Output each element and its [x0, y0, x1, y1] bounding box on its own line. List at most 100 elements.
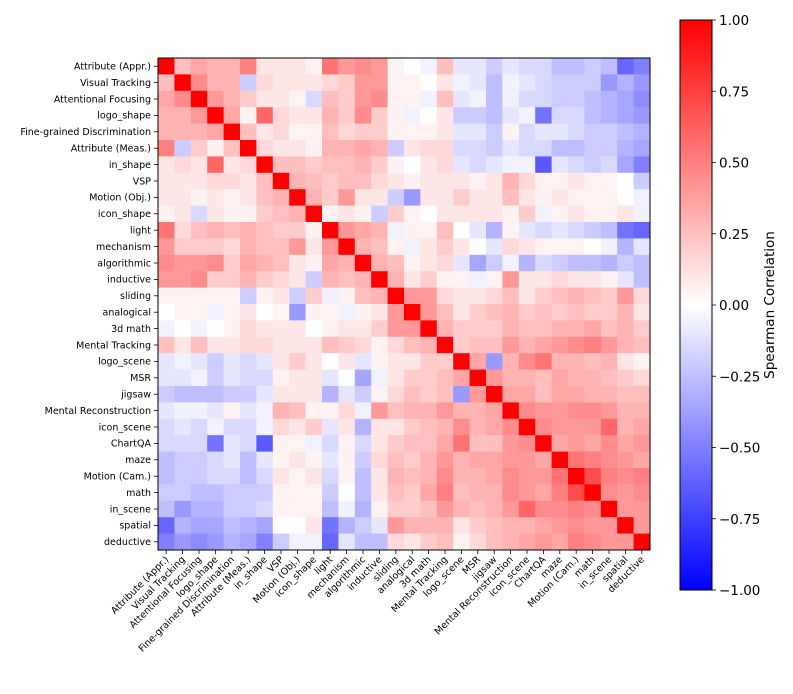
colorbar-tick-label: 0.25	[719, 227, 749, 243]
heatmap-cell	[322, 189, 339, 206]
heatmap-cell	[600, 140, 618, 157]
heatmap-cell	[617, 90, 634, 108]
heatmap-cell	[486, 353, 503, 370]
heatmap-cell	[387, 304, 405, 321]
heatmap-cell	[354, 58, 372, 75]
heatmap-cell	[486, 107, 503, 124]
colorbar-tick-label: 0.75	[719, 84, 749, 100]
heatmap-cell	[404, 468, 421, 485]
heatmap-cell	[502, 140, 520, 157]
heatmap-cell	[453, 304, 470, 321]
heatmap-cell	[240, 402, 257, 420]
heatmap-cell	[584, 74, 602, 92]
heatmap-cell	[354, 238, 372, 256]
heatmap-cell	[420, 271, 438, 288]
heatmap-cell	[420, 517, 438, 534]
heatmap-cell	[633, 254, 651, 272]
heatmap-cell	[305, 254, 323, 272]
heatmap-cell	[190, 90, 208, 108]
heatmap-cell	[436, 254, 454, 272]
heatmap-cell	[354, 140, 372, 157]
heatmap-cell	[174, 271, 192, 288]
heatmap-cell	[600, 172, 618, 190]
heatmap-cell	[190, 123, 208, 141]
heatmap-cell	[633, 468, 651, 485]
heatmap-cell	[190, 402, 208, 420]
heatmap-cell	[420, 254, 438, 272]
heatmap-cell	[502, 189, 520, 206]
heatmap-cell	[633, 320, 651, 338]
heatmap-cell	[617, 304, 634, 321]
heatmap-cell	[568, 304, 585, 321]
heatmap-cell	[207, 90, 224, 108]
heatmap-cell	[305, 123, 323, 141]
heatmap-cell	[551, 189, 569, 206]
heatmap-cells	[158, 58, 651, 551]
heatmap-cell	[240, 140, 257, 157]
heatmap-cell	[289, 123, 306, 141]
heatmap-cell	[305, 140, 323, 157]
heatmap-cell	[584, 402, 602, 420]
heatmap-cell	[535, 156, 552, 174]
heatmap-cell	[404, 107, 421, 124]
heatmap-cell	[584, 500, 602, 518]
heatmap-cell	[518, 107, 536, 124]
heatmap-cell	[371, 418, 388, 436]
heatmap-cell	[387, 533, 405, 551]
heatmap-cell	[535, 533, 552, 551]
heatmap-cell	[420, 205, 438, 223]
heatmap-cell	[568, 287, 585, 305]
heatmap-cell	[469, 353, 487, 370]
heatmap-cell	[469, 304, 487, 321]
heatmap-cell	[190, 517, 208, 534]
heatmap-cell	[486, 222, 503, 239]
heatmap-cell	[272, 238, 290, 256]
heatmap-cell	[486, 418, 503, 436]
heatmap-cell	[486, 402, 503, 420]
heatmap-cell	[256, 353, 274, 370]
heatmap-cell	[502, 205, 520, 223]
heatmap-cell	[518, 451, 536, 469]
heatmap-cell	[158, 222, 175, 239]
heatmap-cell	[190, 533, 208, 551]
heatmap-cell	[256, 172, 274, 190]
heatmap-cell	[453, 533, 470, 551]
heatmap-cell	[174, 484, 192, 502]
heatmap-cell	[584, 271, 602, 288]
heatmap-cell	[584, 336, 602, 354]
heatmap-cell	[223, 238, 241, 256]
heatmap-cell	[502, 238, 520, 256]
heatmap-cell	[486, 90, 503, 108]
heatmap-cell	[551, 74, 569, 92]
heatmap-cell	[518, 304, 536, 321]
heatmap-cell	[223, 172, 241, 190]
heatmap-cell	[502, 435, 520, 452]
heatmap-cell	[486, 189, 503, 206]
heatmap-cell	[240, 369, 257, 387]
heatmap-cell	[158, 468, 175, 485]
heatmap-cell	[568, 533, 585, 551]
heatmap-cell	[289, 320, 306, 338]
y-tick-label: maze	[125, 455, 151, 466]
heatmap-cell	[453, 287, 470, 305]
heatmap-cell	[600, 353, 618, 370]
heatmap-cell	[387, 386, 405, 403]
heatmap-cell	[502, 468, 520, 485]
heatmap-cell	[354, 74, 372, 92]
heatmap-cell	[633, 172, 651, 190]
heatmap-cell	[289, 172, 306, 190]
heatmap-cell	[518, 58, 536, 75]
heatmap-cell	[272, 74, 290, 92]
heatmap-cell	[240, 189, 257, 206]
heatmap-cell	[551, 156, 569, 174]
heatmap-cell	[223, 402, 241, 420]
heatmap-cell	[256, 58, 274, 75]
heatmap-cell	[387, 58, 405, 75]
heatmap-cell	[617, 254, 634, 272]
heatmap-cell	[518, 386, 536, 403]
heatmap-cell	[535, 222, 552, 239]
heatmap-cell	[223, 353, 241, 370]
heatmap-cell	[207, 451, 224, 469]
heatmap-cell	[256, 156, 274, 174]
heatmap-cell	[420, 156, 438, 174]
